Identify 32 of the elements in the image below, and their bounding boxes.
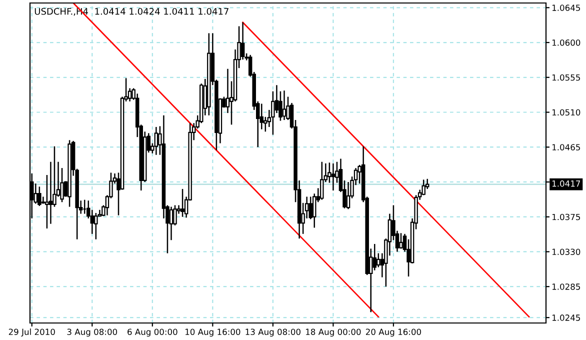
line-series <box>242 22 530 318</box>
candlestick <box>180 188 184 218</box>
x-tick-label: 20 Aug 16:00 <box>366 328 421 337</box>
candlestick <box>376 252 380 268</box>
x-tick-label: 18 Aug 00:00 <box>306 328 361 337</box>
y-tick-label: 1.0600 <box>552 39 580 46</box>
candlestick <box>38 186 42 207</box>
candlestick <box>331 162 336 192</box>
candlestick <box>240 22 245 60</box>
x-tick-label: 3 Aug 08:00 <box>67 328 118 337</box>
candlestick <box>282 90 286 121</box>
y-tick-label: 1.0330 <box>552 248 580 255</box>
y-tick-label: 1.0645 <box>552 4 580 11</box>
ref-line-label: 1.0417 <box>552 180 580 187</box>
y-tick-label: 1.0285 <box>552 284 580 290</box>
y-tick-label: 1.0510 <box>552 109 580 116</box>
candlestick <box>45 174 49 230</box>
y-tick-label: 1.0375 <box>552 214 580 220</box>
y-tick-label: 1.0245 <box>552 314 580 321</box>
candlestick <box>372 243 376 271</box>
x-tick-label: 13 Aug 08:00 <box>246 328 300 337</box>
candlestick <box>48 161 53 224</box>
candlestick <box>94 212 98 240</box>
candlestick <box>154 126 158 156</box>
y-tick-label: 1.0555 <box>552 74 580 81</box>
y-tick-label: 1.0465 <box>552 144 580 150</box>
x-tick-label: 6 Aug 00:00 <box>128 328 178 337</box>
x-tick-label: 29 Jul 2010 <box>8 328 55 337</box>
candlestick <box>399 232 403 250</box>
candlestick <box>320 161 324 200</box>
candlestick <box>422 179 426 196</box>
x-tick-label: 10 Aug 16:00 <box>185 328 240 337</box>
